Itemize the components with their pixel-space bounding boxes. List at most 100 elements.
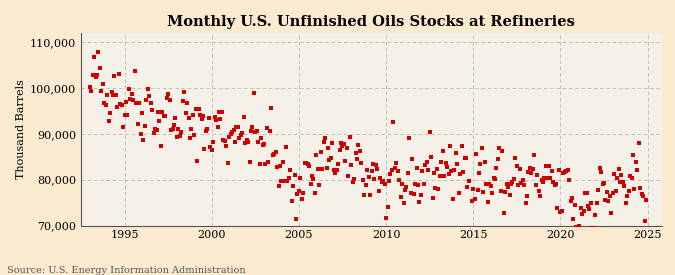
Point bbox=[487, 191, 497, 196]
Point bbox=[514, 167, 525, 171]
Point bbox=[578, 209, 589, 214]
Point bbox=[529, 153, 539, 157]
Point bbox=[516, 181, 526, 185]
Point bbox=[320, 136, 331, 140]
Point bbox=[337, 144, 348, 149]
Point bbox=[398, 200, 409, 205]
Point bbox=[630, 160, 641, 164]
Point bbox=[313, 166, 323, 171]
Point bbox=[507, 180, 518, 184]
Point bbox=[610, 189, 621, 193]
Point bbox=[353, 143, 364, 147]
Point bbox=[552, 206, 563, 211]
Point bbox=[641, 198, 651, 202]
Point bbox=[470, 152, 481, 156]
Point bbox=[240, 141, 250, 145]
Point bbox=[472, 188, 483, 192]
Point bbox=[261, 126, 272, 130]
Point bbox=[395, 195, 406, 200]
Point bbox=[443, 171, 454, 176]
Point bbox=[222, 161, 233, 165]
Point bbox=[433, 187, 443, 191]
Point bbox=[165, 128, 176, 132]
Point bbox=[619, 184, 630, 188]
Point bbox=[179, 90, 190, 94]
Point bbox=[373, 189, 384, 193]
Point bbox=[301, 161, 312, 165]
Point bbox=[244, 160, 255, 164]
Point bbox=[236, 133, 246, 138]
Point bbox=[425, 130, 435, 134]
Point bbox=[169, 122, 180, 127]
Point bbox=[446, 169, 457, 173]
Point bbox=[103, 119, 114, 123]
Point bbox=[194, 113, 205, 117]
Point bbox=[209, 115, 220, 119]
Point bbox=[416, 193, 427, 197]
Point bbox=[339, 141, 350, 146]
Point bbox=[296, 197, 307, 201]
Point bbox=[564, 178, 574, 183]
Point bbox=[410, 182, 421, 186]
Point bbox=[537, 180, 548, 184]
Point bbox=[561, 169, 572, 173]
Point bbox=[603, 199, 614, 203]
Point bbox=[369, 177, 380, 181]
Point bbox=[183, 116, 194, 120]
Point bbox=[526, 170, 537, 175]
Point bbox=[593, 188, 603, 192]
Point bbox=[117, 125, 128, 130]
Point bbox=[161, 95, 172, 100]
Point bbox=[107, 93, 118, 97]
Point bbox=[448, 196, 458, 201]
Point bbox=[298, 191, 308, 196]
Point bbox=[604, 194, 615, 199]
Point bbox=[88, 54, 99, 59]
Point bbox=[462, 185, 472, 189]
Point bbox=[601, 190, 612, 194]
Point bbox=[328, 168, 339, 172]
Point bbox=[275, 164, 286, 169]
Point bbox=[560, 170, 570, 175]
Point bbox=[430, 186, 441, 191]
Point bbox=[186, 127, 197, 131]
Point bbox=[589, 225, 599, 230]
Point bbox=[388, 119, 399, 124]
Point bbox=[468, 187, 479, 191]
Point bbox=[580, 191, 591, 196]
Point bbox=[159, 114, 169, 119]
Point bbox=[532, 173, 543, 178]
Point bbox=[302, 162, 313, 166]
Point bbox=[484, 182, 495, 186]
Point bbox=[558, 170, 569, 175]
Point bbox=[308, 177, 319, 181]
Point bbox=[389, 166, 400, 170]
Point bbox=[151, 128, 162, 133]
Point bbox=[394, 178, 404, 183]
Point bbox=[625, 174, 636, 178]
Point bbox=[491, 166, 502, 170]
Point bbox=[128, 98, 138, 102]
Point bbox=[87, 72, 98, 77]
Point bbox=[549, 183, 560, 187]
Point bbox=[633, 141, 644, 145]
Point bbox=[142, 87, 153, 92]
Point bbox=[426, 155, 437, 159]
Point bbox=[469, 197, 480, 201]
Point bbox=[153, 109, 163, 114]
Point bbox=[335, 141, 346, 146]
Point bbox=[325, 155, 336, 160]
Point bbox=[257, 143, 268, 148]
Point bbox=[402, 171, 413, 175]
Point bbox=[279, 179, 290, 183]
Point bbox=[86, 89, 97, 93]
Point bbox=[174, 134, 185, 138]
Point bbox=[200, 128, 211, 133]
Point bbox=[613, 167, 624, 172]
Point bbox=[131, 101, 142, 106]
Point bbox=[571, 224, 582, 229]
Point bbox=[119, 112, 130, 117]
Point bbox=[437, 149, 448, 154]
Point bbox=[465, 227, 476, 232]
Point bbox=[208, 140, 219, 144]
